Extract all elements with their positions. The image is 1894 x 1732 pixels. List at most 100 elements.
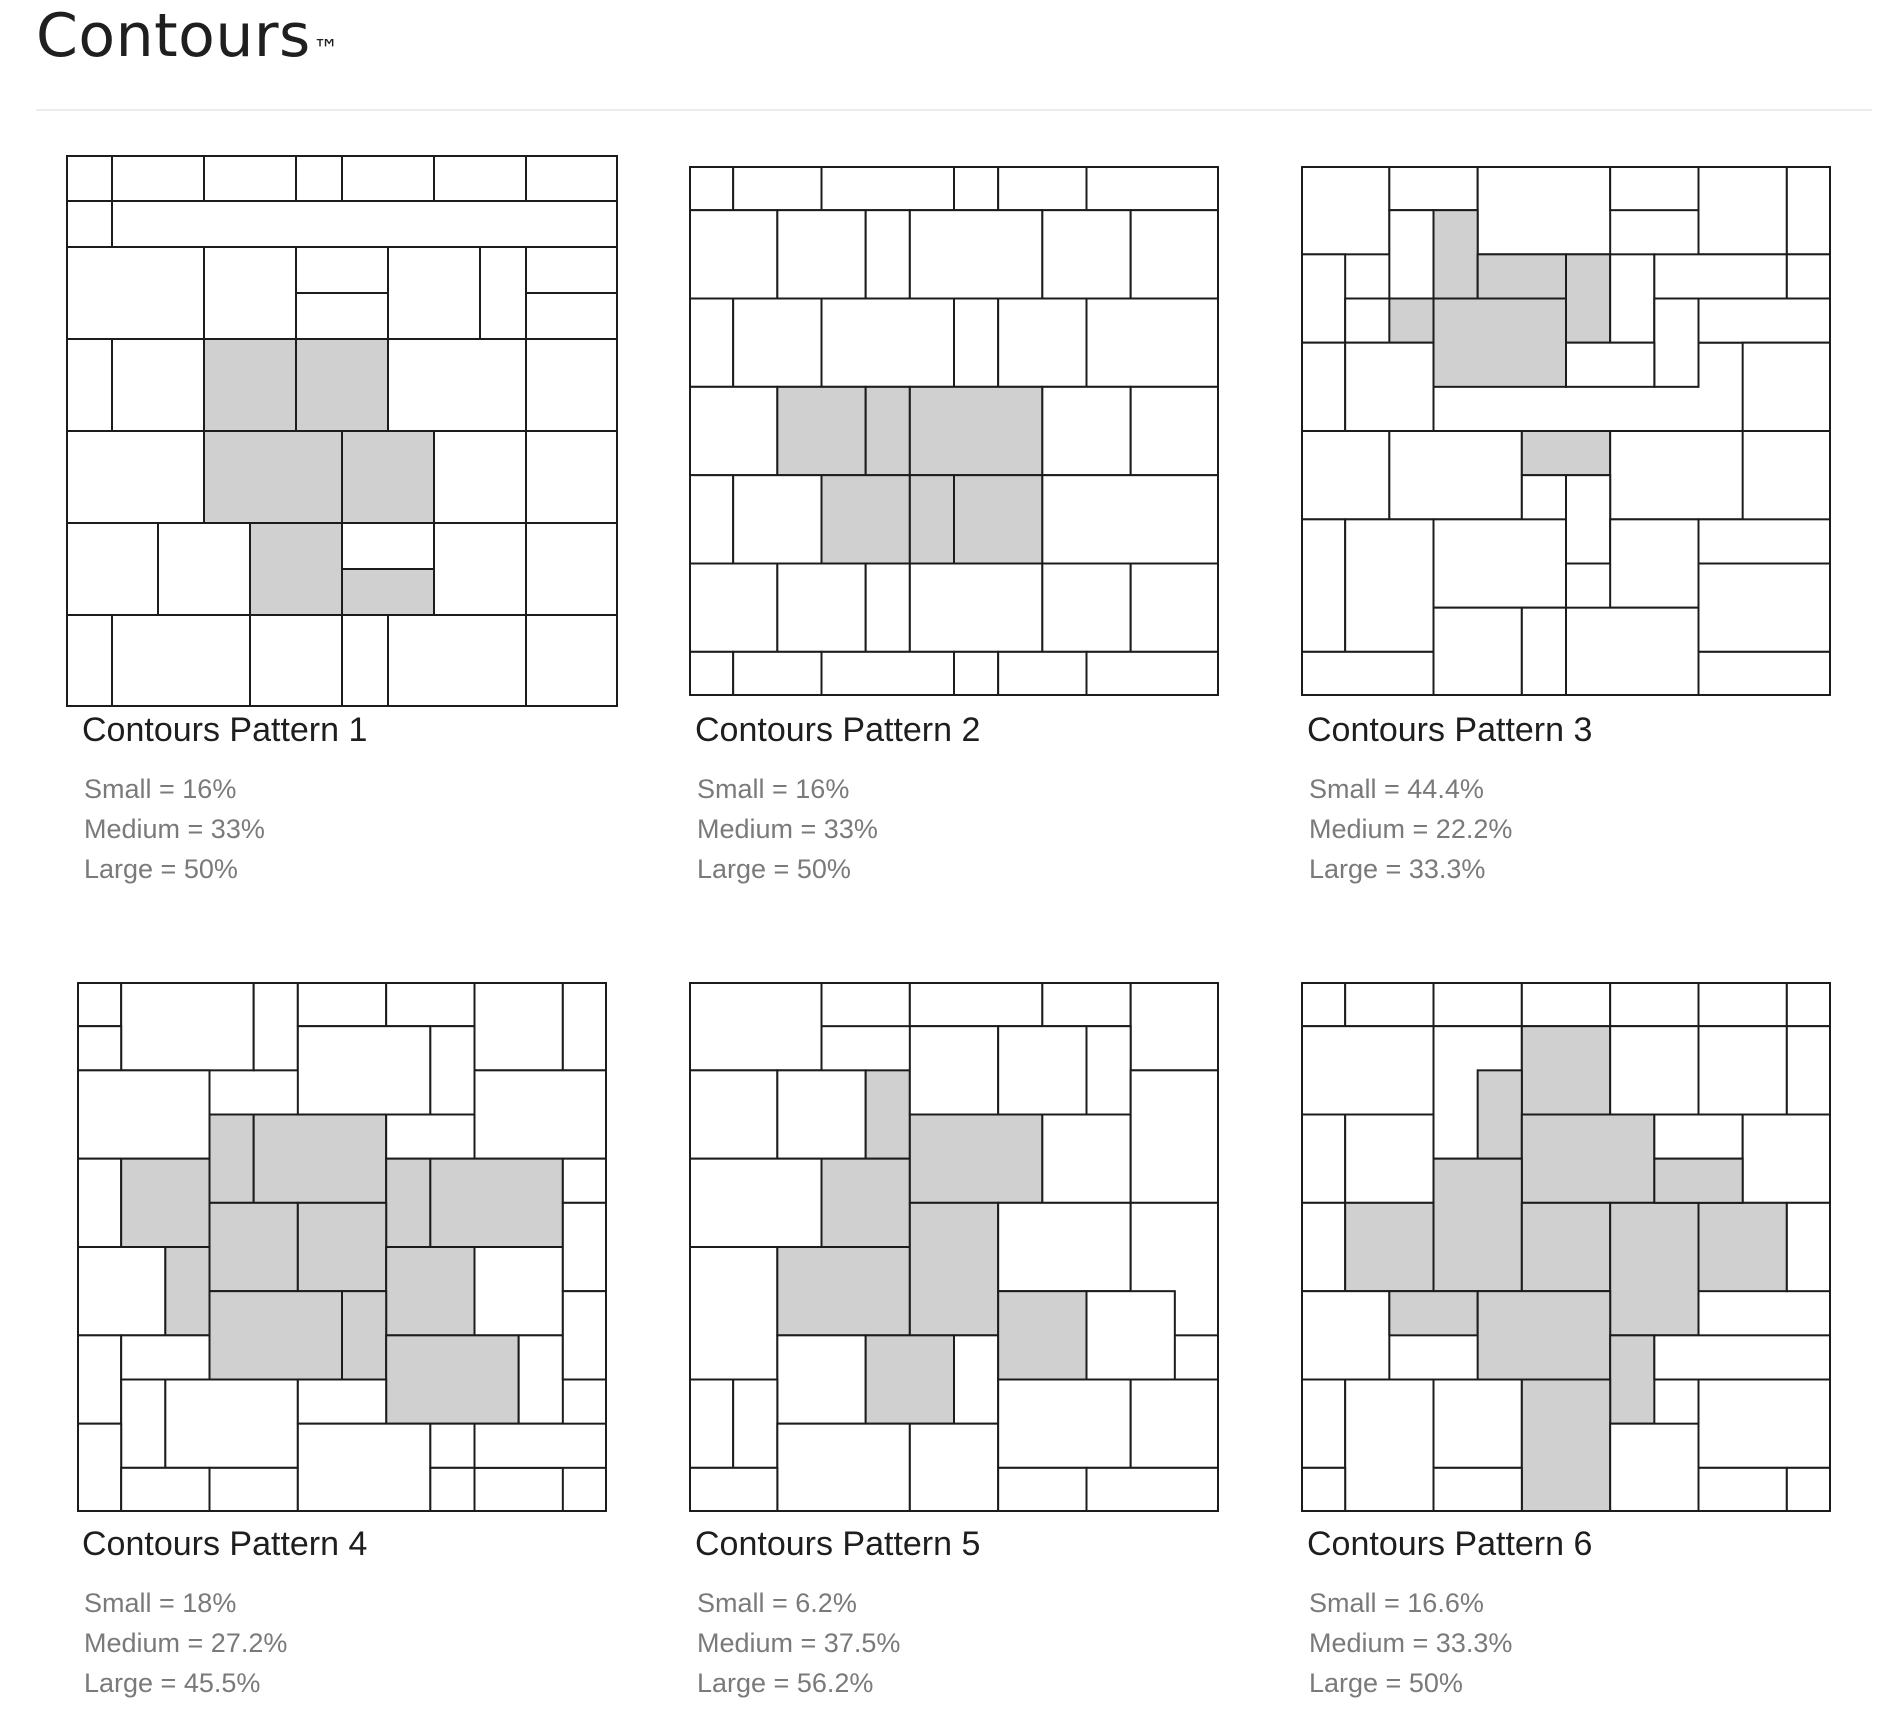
paver-tile (341, 155, 435, 202)
paver-tile (908, 209, 1044, 300)
paver-tile (473, 982, 564, 1072)
pattern-stats: Small = 16% Medium = 33% Large = 50% (697, 769, 878, 889)
paver-tile (689, 1466, 779, 1512)
paver-tile (1697, 650, 1831, 696)
paver-tile (1609, 1422, 1700, 1512)
paver-tile (953, 650, 1000, 696)
paver-tile (433, 522, 527, 616)
paver-tile (1609, 518, 1700, 609)
paver-tile (997, 1201, 1132, 1293)
paver-tile-highlighted (208, 1113, 255, 1204)
stat-medium: Medium = 27.2% (84, 1628, 288, 1658)
paver-tile (689, 474, 735, 565)
pattern-title: Contours Pattern 5 (695, 1525, 981, 1563)
pattern-diagram-6[interactable] (1301, 982, 1831, 1512)
stat-small: Small = 16% (84, 774, 237, 804)
paver-tile (1432, 518, 1567, 609)
paver-tile (252, 982, 299, 1072)
paver-tile (776, 209, 867, 300)
pattern-diagram-3[interactable] (1301, 166, 1831, 696)
paver-tile (295, 155, 343, 202)
paver-tile (1697, 1378, 1831, 1469)
paver-tile (1301, 1113, 1347, 1204)
paver-tile (77, 1025, 123, 1072)
paver-tile (1301, 518, 1347, 653)
stat-large: Large = 50% (84, 854, 238, 884)
paver-tile (120, 1334, 211, 1381)
paver-tile (203, 246, 297, 340)
stat-large: Large = 45.5% (84, 1668, 261, 1698)
paver-tile-highlighted (1476, 1290, 1612, 1381)
paver-tile (1041, 1113, 1132, 1204)
paver-tile (1301, 1025, 1435, 1116)
paver-tile (732, 650, 823, 696)
pattern-diagram-2[interactable] (689, 166, 1219, 696)
paver-tile (953, 297, 1000, 388)
paver-tile (1301, 430, 1391, 521)
paver-tile-highlighted (1609, 1201, 1700, 1337)
paver-tile (525, 522, 618, 616)
paver-tile (732, 297, 823, 388)
paver-tile (429, 1466, 476, 1512)
paver-tile-highlighted (252, 1113, 388, 1204)
paver-tile (908, 562, 1044, 653)
pattern-stats: Small = 6.2% Medium = 37.5% Large = 56.2… (697, 1583, 900, 1703)
paver-tile (1520, 982, 1612, 1028)
paver-tile-highlighted (864, 1334, 956, 1425)
paver-tile-highlighted (1697, 1201, 1788, 1293)
paver-tile (997, 1466, 1088, 1512)
paver-tile (1388, 166, 1479, 212)
paver-tile (1741, 1113, 1831, 1204)
paver-tile (525, 292, 618, 340)
paver-tile (997, 166, 1088, 212)
paver-tile (1609, 166, 1700, 212)
paver-tile (66, 246, 205, 340)
paver-tile (1301, 166, 1391, 256)
stat-large: Large = 56.2% (697, 1668, 874, 1698)
pattern-diagram-1[interactable] (66, 155, 618, 707)
paver-tile (689, 562, 779, 653)
paver-tile (1129, 209, 1219, 300)
paver-tile (1129, 1378, 1219, 1469)
paver-tile-highlighted (908, 1201, 1000, 1337)
paver-tile-highlighted (1520, 1201, 1612, 1293)
paver-tile (1565, 606, 1700, 696)
pattern-stats: Small = 18% Medium = 27.2% Large = 45.5% (84, 1583, 287, 1703)
stat-large: Large = 50% (697, 854, 851, 884)
paver-tile (77, 1422, 123, 1512)
paver-tile (66, 522, 159, 616)
paver-tile (77, 1334, 123, 1425)
paver-tile (732, 1378, 779, 1469)
paver-tile (1785, 982, 1831, 1028)
paver-tile (561, 982, 607, 1072)
paver-tile (997, 1025, 1088, 1116)
paver-tile (1697, 982, 1788, 1028)
paver-tile (517, 1334, 564, 1425)
paver-tile (1301, 650, 1435, 696)
paver-tile (1041, 474, 1219, 565)
paver-tile-highlighted (295, 338, 389, 432)
paver-tile (1085, 166, 1219, 212)
paver-tile (1653, 297, 1700, 388)
paver-tile-highlighted (1388, 1290, 1479, 1337)
paver-tile-highlighted (953, 474, 1044, 565)
paver-tile (1301, 1466, 1347, 1512)
paver-tile-highlighted (296, 1201, 388, 1293)
paver-tile (1041, 982, 1132, 1028)
paver-tile (1697, 518, 1831, 565)
pattern-diagram-4[interactable] (77, 982, 607, 1512)
pattern-diagram-5[interactable] (689, 982, 1219, 1512)
paver-tile-highlighted (776, 385, 867, 477)
stat-small: Small = 6.2% (697, 1588, 857, 1618)
paver-tile (689, 209, 779, 300)
paver-tile (1085, 1466, 1219, 1512)
paver-tile (157, 522, 251, 616)
paver-tile (1129, 982, 1219, 1072)
paver-tile (689, 166, 735, 212)
paver-tile (1388, 209, 1435, 300)
paver-tile (77, 1246, 167, 1337)
paver-tile-highlighted (1565, 253, 1612, 344)
paver-tile (66, 430, 205, 524)
paver-tile (1344, 982, 1435, 1028)
paver-tile (1697, 1466, 1788, 1512)
